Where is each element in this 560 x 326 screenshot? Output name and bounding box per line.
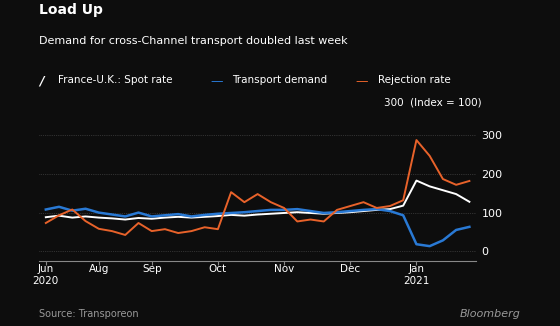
Text: /: / [39, 75, 44, 88]
Text: Nov: Nov [274, 264, 294, 274]
Text: Demand for cross-Channel transport doubled last week: Demand for cross-Channel transport doubl… [39, 36, 348, 46]
Text: Bloomberg: Bloomberg [460, 309, 521, 319]
Text: Source: Transporeon: Source: Transporeon [39, 309, 139, 319]
Text: France-U.K.: Spot rate: France-U.K.: Spot rate [58, 75, 172, 85]
Text: Sep: Sep [142, 264, 161, 274]
Text: Dec: Dec [340, 264, 360, 274]
Text: Rejection rate: Rejection rate [378, 75, 451, 85]
Text: 300  (Index = 100): 300 (Index = 100) [384, 98, 482, 108]
Text: Jun
2020: Jun 2020 [32, 264, 59, 286]
Text: Jan
2021: Jan 2021 [403, 264, 430, 286]
Text: —: — [356, 75, 368, 88]
Text: Aug: Aug [88, 264, 109, 274]
Text: —: — [210, 75, 222, 88]
Text: Transport demand: Transport demand [232, 75, 328, 85]
Text: Oct: Oct [209, 264, 227, 274]
Text: Load Up: Load Up [39, 3, 103, 17]
